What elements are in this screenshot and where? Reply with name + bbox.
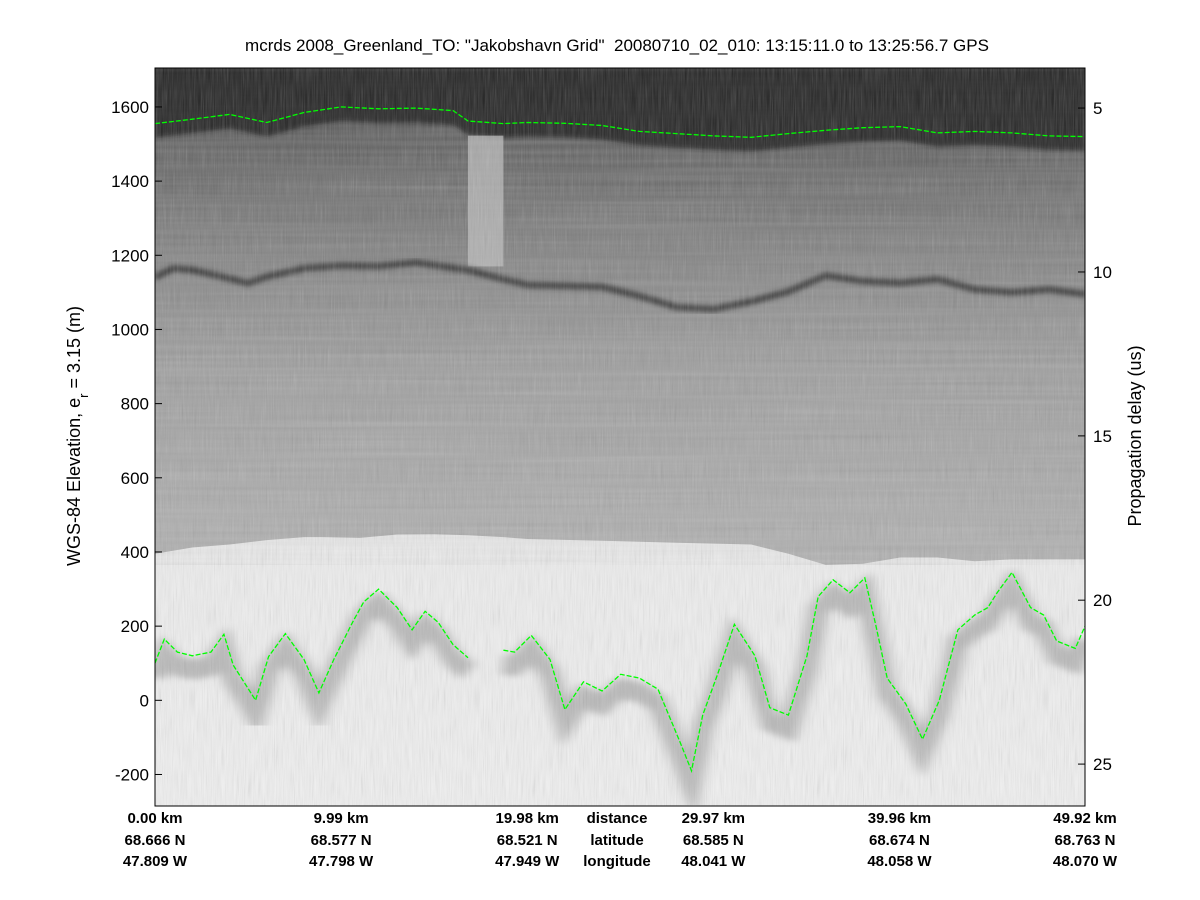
bed-pick-line-0	[155, 588, 469, 702]
right-tick-label: 10	[1093, 263, 1112, 282]
bottom-distance-label: 19.98 km	[496, 810, 559, 827]
bottom-row-title: latitude	[590, 832, 643, 849]
right-tick-label: 25	[1093, 755, 1112, 774]
left-tick-label: 0	[140, 691, 149, 710]
bottom-longitude-label: 47.798 W	[309, 853, 374, 870]
bottom-distance-label: 9.99 km	[314, 810, 369, 827]
surface-pick-line	[155, 106, 1085, 138]
right-tick-label: 5	[1093, 99, 1102, 118]
left-axis-label: WGS-84 Elevation, er = 3.15 (m)	[64, 306, 91, 566]
right-axis-label: Propagation delay (us)	[1125, 345, 1145, 526]
bottom-row-title: distance	[587, 810, 648, 827]
chart-title: mcrds 2008_Greenland_TO: "Jakobshavn Gri…	[245, 36, 989, 55]
bottom-latitude-label: 68.666 N	[125, 832, 186, 849]
left-tick-label: 800	[121, 395, 149, 414]
bottom-latitude-label: 68.577 N	[311, 832, 372, 849]
left-tick-label: 600	[121, 469, 149, 488]
plot-frame	[154, 67, 1086, 807]
bottom-longitude-label: 48.041 W	[681, 853, 746, 870]
left-tick-label: 200	[121, 617, 149, 636]
right-tick-label: 20	[1093, 591, 1112, 610]
bed-pick-line-1	[503, 571, 1085, 774]
right-axis-ticks: 5 10 15 20 25	[1078, 99, 1112, 774]
bottom-row-title: longitude	[583, 853, 651, 870]
bottom-distance-label: 29.97 km	[682, 810, 745, 827]
bottom-longitude-label: 48.058 W	[867, 853, 932, 870]
bottom-axis-labels: 0.00 km 9.99 km 19.98 km 29.97 km 39.96 km 49…	[123, 810, 1118, 870]
speckle-noise	[155, 68, 1085, 806]
left-tick-label: 1200	[111, 246, 149, 265]
bottom-latitude-label: 68.674 N	[869, 832, 930, 849]
bottom-latitude-label: 68.763 N	[1055, 832, 1116, 849]
bottom-distance-label: 49.92 km	[1053, 810, 1116, 827]
bottom-latitude-label: 68.585 N	[683, 832, 744, 849]
bottom-distance-label: 0.00 km	[127, 810, 182, 827]
bottom-longitude-label: 47.809 W	[123, 853, 188, 870]
echogram-image	[155, 68, 1085, 806]
left-tick-label: 1600	[111, 98, 149, 117]
bottom-distance-label: 39.96 km	[868, 810, 931, 827]
bottom-longitude-label: 48.070 W	[1053, 853, 1118, 870]
bottom-latitude-label: 68.521 N	[497, 832, 558, 849]
left-tick-label: 1400	[111, 172, 149, 191]
left-tick-label: -200	[115, 765, 149, 784]
left-tick-label: 1000	[111, 320, 149, 339]
left-tick-label: 400	[121, 543, 149, 562]
left-axis-ticks: -200 0 200 400 600 800 1000 1200 1400 1600	[111, 98, 162, 784]
bottom-longitude-label: 47.949 W	[495, 853, 560, 870]
right-tick-label: 15	[1093, 427, 1112, 446]
